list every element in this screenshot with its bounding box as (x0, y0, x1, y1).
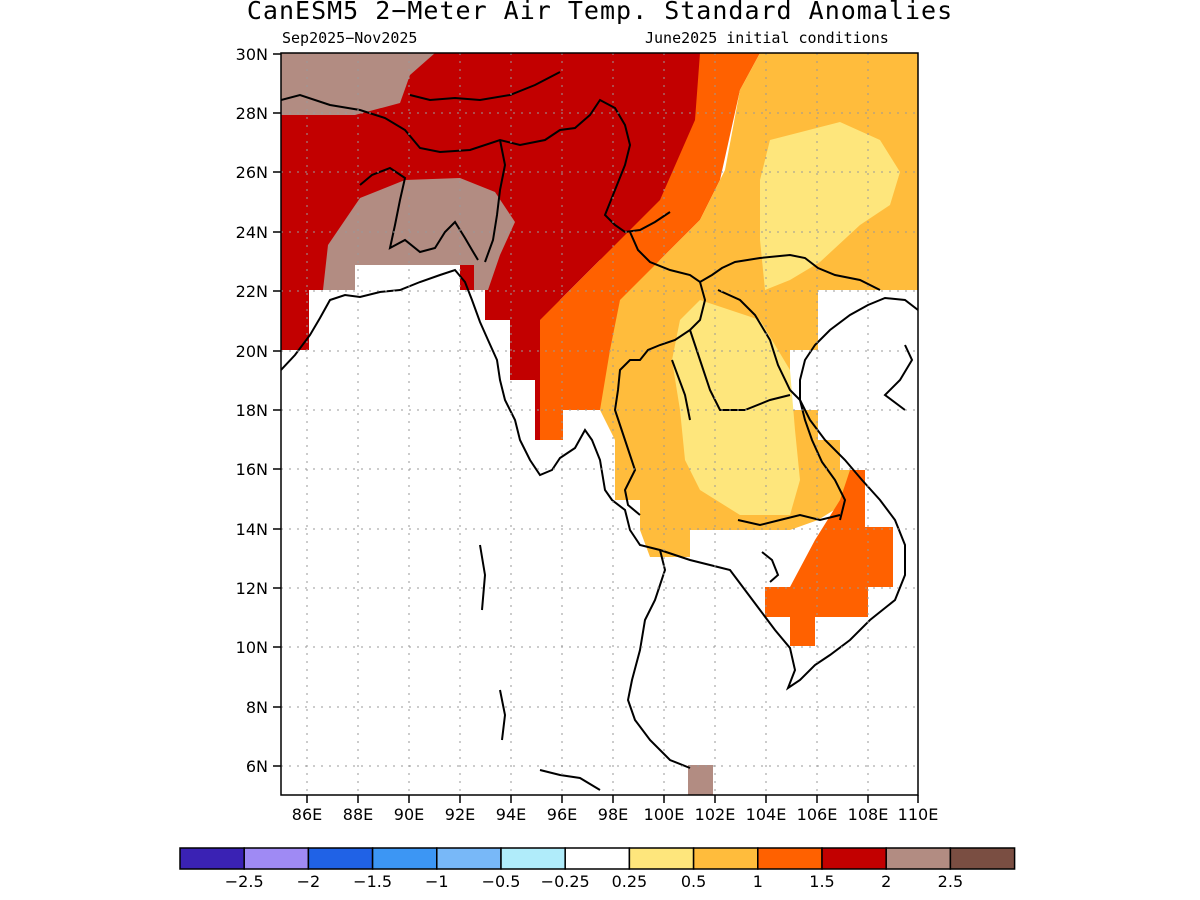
colorbar-swatch (436, 847, 502, 870)
lat-tick-label: 14N (236, 520, 268, 539)
colorbar-swatch (692, 847, 759, 870)
lon-tick-label: 90E (394, 805, 424, 824)
colorbar-label: 0.25 (612, 872, 648, 891)
lon-tick-label: 106E (797, 805, 838, 824)
colorbar-swatch (949, 847, 1016, 870)
colorbar-swatch (821, 847, 887, 870)
lon-tick-label: 88E (343, 805, 373, 824)
colorbar-swatch (371, 847, 438, 870)
anomaly-field (281, 53, 918, 795)
lat-tick-label: 24N (236, 223, 268, 242)
region-anom-2-2.5 (323, 178, 515, 290)
region-anom-0.25-0.5 (760, 122, 900, 290)
colorbar-label: −0.5 (482, 872, 521, 891)
colorbar-label: 1 (753, 872, 763, 891)
colorbar-swatch (628, 847, 695, 870)
lon-tick-label: 110E (898, 805, 939, 824)
colorbar-swatch (885, 847, 952, 870)
lon-tick-label: 102E (695, 805, 736, 824)
lat-tick-label: 26N (236, 163, 268, 182)
region-anom-2-2.5 (688, 765, 713, 795)
lat-tick-label: 8N (246, 698, 268, 717)
lon-tick-label: 98E (598, 805, 628, 824)
lat-tick-label: 22N (236, 282, 268, 301)
colorbar-swatch (757, 847, 823, 870)
colorbar-label: −1 (425, 872, 449, 891)
lat-tick-label: 20N (236, 342, 268, 361)
lat-tick-label: 18N (236, 401, 268, 420)
colorbar-label: −1.5 (353, 872, 392, 891)
forecast-period: Sep2025−Nov2025 (282, 29, 418, 47)
region-anom-1-1.5 (765, 470, 893, 646)
colorbar-label: −2.5 (225, 872, 264, 891)
lon-tick-label: 94E (496, 805, 526, 824)
lat-tick-label: 6N (246, 757, 268, 776)
initial-conditions-label: June2025 initial conditions (645, 29, 889, 47)
colorbar: −2.5 −2 −1.5 −1 −0.5 −0.25 0.25 0.5 1 1.5 2 2.5 (179, 847, 1016, 891)
colorbar-label: 2.5 (938, 872, 963, 891)
lat-tick-label: 12N (236, 579, 268, 598)
lon-tick-label: 92E (445, 805, 475, 824)
lat-tick-label: 30N (236, 45, 268, 64)
lon-tick-label: 108E (848, 805, 889, 824)
colorbar-swatch (500, 847, 566, 870)
lon-tick-labels: 86E 88E 90E 92E 94E 96E 98E 100E 102E 10… (292, 805, 939, 824)
colorbar-label: 1.5 (809, 872, 834, 891)
region-anom-0.25-0.5 (672, 300, 800, 515)
map-title: CanESM5 2−Meter Air Temp. Standard Anoma… (246, 0, 954, 25)
lon-tick-label: 96E (547, 805, 577, 824)
tick-marks (273, 53, 919, 803)
region-anom-1-1.5 (540, 53, 760, 440)
lat-tick-label: 28N (236, 104, 268, 123)
colorbar-label: −0.25 (541, 872, 590, 891)
colorbar-swatch (307, 847, 374, 870)
lon-tick-label: 100E (644, 805, 685, 824)
plot-frame (280, 52, 919, 796)
colorbar-label: 0.5 (681, 872, 706, 891)
colorbar-label: −2 (297, 872, 321, 891)
lat-tick-label: 10N (236, 638, 268, 657)
colorbar-swatch (564, 847, 631, 870)
lon-tick-label: 104E (746, 805, 787, 824)
colorbar-swatch (243, 847, 310, 870)
colorbar-label: 2 (881, 872, 891, 891)
colorbar-swatch (179, 847, 245, 870)
lat-tick-labels: 30N 28N 26N 24N 22N 20N 18N 16N 14N 12N … (236, 45, 268, 776)
region-anom-2-2.5 (281, 53, 435, 115)
coastline-borders (281, 71, 918, 791)
lon-tick-label: 86E (292, 805, 322, 824)
lat-tick-label: 16N (236, 460, 268, 479)
